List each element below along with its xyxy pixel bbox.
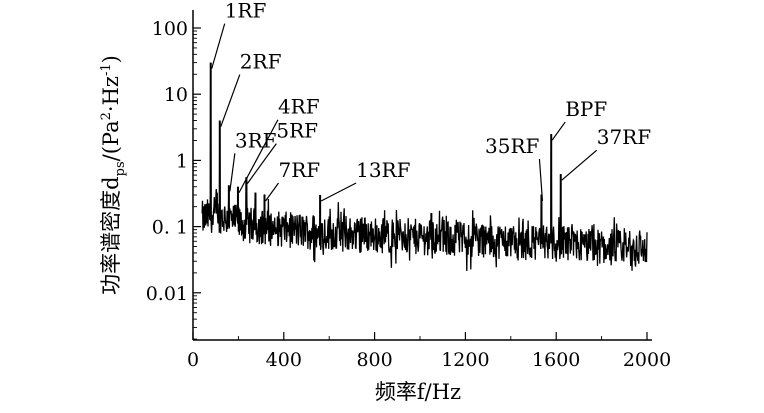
annotation-label: 4RF [278,95,320,119]
annotation-leader [229,153,236,192]
annotation-label: 35RF [485,134,540,158]
annotation-label: 2RF [240,50,282,74]
annotation-leader [551,121,566,141]
annotation-label: 3RF [235,128,277,152]
x-tick-label: 1600 [532,349,580,371]
annotation-label: 5RF [276,119,318,143]
x-tick-label: 0 [187,349,199,371]
x-axis-ticks: 0 400 800 1200 1600 2000 [187,332,671,371]
y-tick-label: 1 [176,150,188,172]
annotation-leader [538,158,544,202]
x-axis-title: 频率f/Hz [375,380,461,404]
y-tick-label: 0.01 [146,283,188,305]
annotation-label: 7RF [279,158,321,182]
annotation-leader [265,182,279,202]
x-tick-label: 1200 [441,349,489,371]
annotation-leader [211,23,226,69]
x-tick-label: 400 [266,349,302,371]
annotation-label: 1RF [225,0,267,23]
plot-area [201,62,648,272]
annotation-label: 13RF [356,158,411,182]
x-tick-label: 800 [356,349,392,371]
annotation-leader [561,149,598,181]
annotation-leader [320,182,357,202]
x-tick-label: 2000 [623,349,671,371]
y-axis-ticks: 0.01 0. 1 1 10 100 [146,18,201,340]
annotation-label: 37RF [597,125,652,149]
y-tick-label: 100 [152,18,188,40]
spectrum-line [201,62,648,272]
y-tick-label: 0. 1 [152,217,188,239]
annotation-leader [238,119,279,194]
annotation-label: BPF [565,97,607,121]
annotation-leader [220,74,241,127]
annotation-leader [246,143,277,184]
y-axis-title: 功率谱密度dps/(Pa2·Hz-1) [99,55,128,295]
y-tick-label: 10 [164,84,188,106]
